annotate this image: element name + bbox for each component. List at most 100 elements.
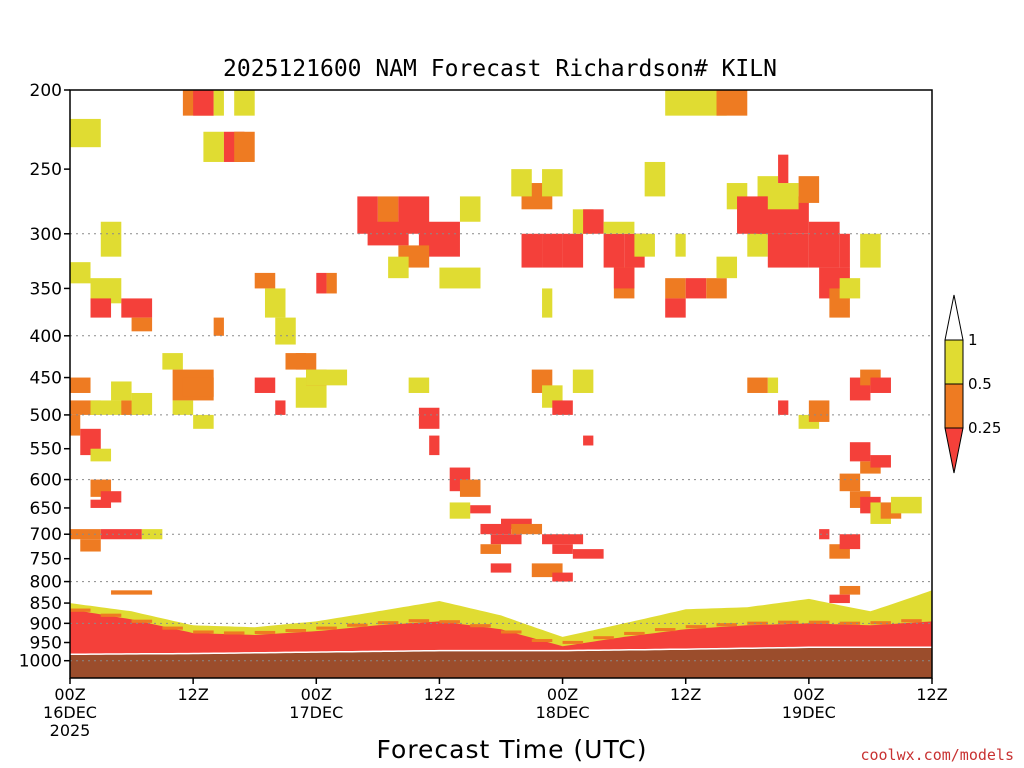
- ri-cell-025-05: [131, 317, 153, 332]
- ri-cell-05-1: [306, 369, 348, 386]
- ri-cell-05-1: [275, 317, 296, 345]
- boundary-layer-streak: [593, 636, 614, 640]
- ri-cell-lt-025: [849, 442, 871, 462]
- boundary-layer-streak: [839, 621, 861, 625]
- boundary-layer-streak: [377, 621, 399, 625]
- boundary-layer-streak: [347, 623, 368, 627]
- boundary-layer-streak: [285, 629, 307, 633]
- y-tick-label: 250: [30, 160, 62, 180]
- site-credit: coolwx.com/models: [860, 746, 1014, 764]
- boundary-layer-streak: [562, 640, 584, 644]
- ri-cell-lt-025: [552, 544, 573, 554]
- ri-cell-025-05: [706, 278, 727, 299]
- y-tick-label: 500: [30, 406, 62, 426]
- boundary-layer-streak: [901, 619, 922, 623]
- ri-cell-025-05: [716, 90, 748, 116]
- ri-cell-05-1: [172, 400, 194, 415]
- ri-cell-lt-025: [100, 529, 142, 540]
- x-tick-label: 12Z: [424, 685, 455, 704]
- ri-cell-025-05: [798, 176, 820, 203]
- surface-line: [70, 646, 932, 656]
- colorbar-label-05: 0.5: [968, 375, 992, 393]
- colorbar-bin-025-05: [944, 383, 964, 429]
- ri-cell-lt-025: [767, 233, 809, 268]
- ri-cell-lt-025: [603, 233, 625, 268]
- ri-cell-lt-025: [665, 298, 686, 318]
- ri-cell-025-05: [459, 479, 481, 497]
- ri-cell-05-1: [449, 502, 471, 519]
- boundary-layer-streak: [70, 608, 91, 612]
- ri-cell-05-1: [634, 233, 655, 257]
- x-tick-label: 00Z: [301, 685, 332, 704]
- ri-cell-lt-025: [100, 491, 122, 503]
- ri-cell-05-1: [408, 377, 430, 393]
- ri-cell-025-05: [213, 317, 224, 336]
- y-tick-label: 850: [30, 594, 62, 614]
- boundary-layer-streak: [223, 631, 245, 635]
- y-tick-label: 950: [30, 634, 62, 654]
- ri-cell-05-1: [234, 90, 255, 116]
- ri-cell-lt-025: [778, 154, 789, 184]
- boundary-layer-streak: [778, 620, 799, 624]
- y-tick-label: 750: [30, 550, 62, 570]
- ri-cell-05-1: [213, 90, 224, 116]
- ri-cell-lt-025: [501, 518, 532, 530]
- boundary-layer-streak: [408, 619, 430, 623]
- ri-cell-lt-025: [572, 549, 604, 559]
- y-tick-label: 400: [30, 327, 62, 347]
- ri-cell-025-05: [665, 278, 686, 299]
- ri-cell-05-1: [111, 381, 132, 401]
- ri-cell-05-1: [572, 369, 594, 393]
- x-tick-label: 00Z: [547, 685, 578, 704]
- ri-cell-05-1: [542, 169, 563, 197]
- ri-cell-05-1: [388, 256, 409, 279]
- ri-cell-025-05: [747, 377, 768, 393]
- ri-cell-05-1: [70, 262, 91, 284]
- boundary-layer-streak: [254, 630, 276, 635]
- boundary-layer-streak: [193, 630, 214, 634]
- boundary-layer-streak: [131, 619, 153, 623]
- ri-cell-025-05: [70, 529, 101, 540]
- colorbar-bottom-arrow: [944, 427, 964, 474]
- ri-cell-lt-025: [521, 233, 543, 268]
- colorbar-label-1: 1: [968, 331, 978, 349]
- ri-cell-lt-025: [819, 529, 830, 540]
- y-tick-label: 1000: [19, 652, 62, 672]
- boundary-layer-streak: [716, 623, 738, 627]
- ri-cell-lt-025: [829, 594, 850, 604]
- ri-cell-05-1: [890, 496, 922, 514]
- boundary-layer-streak: [470, 624, 491, 628]
- ground-layer: [70, 646, 932, 678]
- boundary-layer-streak: [501, 630, 522, 634]
- ri-cell-05-1: [162, 353, 183, 370]
- boundary-layer-streak: [654, 628, 676, 632]
- chart-title: 2025121600 NAM Forecast Richardson# KILN: [223, 56, 777, 82]
- y-tick-label: 450: [30, 369, 62, 389]
- y-tick-label: 600: [30, 471, 62, 491]
- ri-cell-025-05: [839, 585, 861, 595]
- x-axis-title: Forecast Time (UTC): [377, 735, 648, 764]
- boundary-layer-streak: [808, 620, 830, 624]
- ri-cell-025-05: [254, 272, 276, 289]
- colorbar-top-arrow: [944, 294, 964, 341]
- colorbar: 1 0.5 0.25: [944, 294, 1001, 474]
- boundary-layer-streak: [316, 626, 337, 630]
- ri-cell-lt-025: [275, 400, 286, 415]
- ri-cell-lt-025: [429, 435, 440, 456]
- ri-cell-lt-025: [552, 400, 573, 415]
- ri-cell-05-1: [511, 169, 532, 197]
- ri-cell-05-1: [767, 377, 779, 393]
- ri-cell-05-1: [141, 529, 163, 540]
- ri-cell-05-1: [767, 183, 799, 210]
- ri-cell-lt-025: [839, 534, 861, 550]
- boundary-layer-streak: [747, 621, 768, 625]
- ri-cell-05-1: [70, 118, 101, 148]
- ri-cell-025-05: [182, 377, 214, 397]
- ri-cell-lt-025: [490, 563, 512, 573]
- ri-cell-lt-025: [562, 233, 584, 268]
- x-tick-label: 17DEC: [289, 703, 343, 722]
- y-tick-label: 350: [30, 279, 62, 299]
- ri-cell-lt-025: [90, 298, 112, 318]
- ri-cell-025-05: [234, 131, 255, 162]
